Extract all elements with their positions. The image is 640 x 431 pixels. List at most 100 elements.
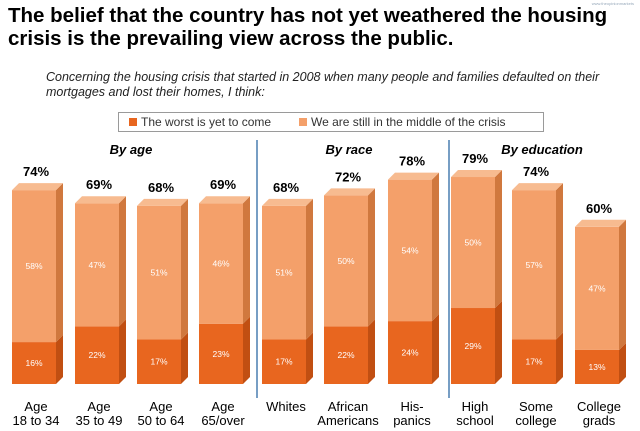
total-label: 69% xyxy=(86,177,112,192)
bar-middle xyxy=(75,203,119,327)
data-label-worst: 17% xyxy=(525,357,542,367)
bar-worst xyxy=(512,339,556,384)
data-label-worst: 22% xyxy=(337,350,354,360)
category-label: High xyxy=(462,399,489,414)
category-label: 35 to 49 xyxy=(76,413,123,428)
bar-side-worst xyxy=(556,332,563,384)
chart-title: The belief that the country has not yet … xyxy=(8,4,608,50)
total-label: 74% xyxy=(523,164,549,179)
bar-middle xyxy=(137,205,181,340)
bar-top xyxy=(75,196,126,204)
bar-top xyxy=(137,198,188,206)
data-label-worst: 22% xyxy=(88,350,105,360)
bar-side-worst xyxy=(432,314,439,384)
data-label-middle: 50% xyxy=(464,238,481,248)
category-label: His- xyxy=(400,399,423,414)
bar-worst xyxy=(199,323,243,384)
bar-top xyxy=(512,183,563,191)
bar-side-middle xyxy=(119,196,126,327)
bar-middle xyxy=(512,190,556,340)
data-label-middle: 47% xyxy=(88,260,105,270)
bar-side-middle xyxy=(181,198,188,340)
category-label: school xyxy=(456,413,494,428)
bar-middle xyxy=(575,226,619,350)
legend-swatch-worst xyxy=(129,118,137,126)
total-label: 79% xyxy=(462,151,488,166)
chart-subtitle: Concerning the housing crisis that start… xyxy=(46,70,600,99)
data-label-middle: 51% xyxy=(275,268,292,278)
bar-side-worst xyxy=(181,332,188,384)
group-label: By education xyxy=(501,142,583,157)
bar-side-worst xyxy=(119,319,126,384)
legend-label-middle: We are still in the middle of the crisis xyxy=(311,115,506,129)
bar-top xyxy=(575,219,626,227)
bar-worst xyxy=(575,349,619,384)
data-label-worst: 17% xyxy=(150,357,167,367)
legend: The worst is yet to come We are still in… xyxy=(118,112,544,132)
bar-side-worst xyxy=(368,319,375,384)
data-label-worst: 17% xyxy=(275,357,292,367)
category-label: College xyxy=(577,399,621,414)
total-label: 60% xyxy=(586,201,612,216)
bar-side-worst xyxy=(495,301,502,384)
total-label: 74% xyxy=(23,164,49,179)
data-label-middle: 57% xyxy=(525,260,542,270)
bar-side-worst xyxy=(243,316,250,384)
total-label: 78% xyxy=(399,154,425,169)
data-label-middle: 47% xyxy=(588,283,605,293)
bar-middle xyxy=(262,205,306,340)
bar-middle xyxy=(451,177,495,309)
bar-worst xyxy=(12,342,56,384)
bar-top xyxy=(12,183,63,191)
data-label-worst: 16% xyxy=(25,358,42,368)
category-label: Americans xyxy=(317,413,379,428)
group-label: By age xyxy=(110,142,153,157)
category-label: African xyxy=(328,399,368,414)
bar-top xyxy=(324,188,375,196)
bar-side-middle xyxy=(619,219,626,350)
total-label: 72% xyxy=(335,169,361,184)
category-label: college xyxy=(515,413,556,428)
bar-side-middle xyxy=(243,196,250,324)
bar-side-middle xyxy=(368,188,375,327)
bar-worst xyxy=(137,339,181,384)
data-label-middle: 51% xyxy=(150,268,167,278)
total-label: 68% xyxy=(148,180,174,195)
bar-top xyxy=(451,170,502,178)
data-label-middle: 54% xyxy=(401,245,418,255)
bar-worst xyxy=(262,339,306,384)
data-label-middle: 46% xyxy=(212,258,229,268)
bar-side-middle xyxy=(432,172,439,322)
bar-side-middle xyxy=(556,183,563,340)
data-label-worst: 13% xyxy=(588,362,605,372)
legend-label-worst: The worst is yet to come xyxy=(141,115,272,129)
bar-middle xyxy=(388,179,432,322)
bar-middle xyxy=(199,203,243,324)
bar-side-worst xyxy=(619,342,626,384)
legend-swatch-middle xyxy=(299,118,307,126)
category-label: Age xyxy=(87,399,110,414)
category-label: Age xyxy=(24,399,47,414)
bar-middle xyxy=(12,190,56,343)
category-label: 50 to 64 xyxy=(138,413,185,428)
category-label: panics xyxy=(393,413,431,428)
bar-worst xyxy=(324,326,368,384)
legend-item-worst: The worst is yet to come xyxy=(129,115,271,129)
data-label-middle: 58% xyxy=(25,261,42,271)
bar-top xyxy=(388,172,439,180)
bar-top xyxy=(199,196,250,204)
group-label: By race xyxy=(326,142,373,157)
bar-side-worst xyxy=(306,332,313,384)
bar-side-middle xyxy=(306,198,313,340)
category-label: grads xyxy=(583,413,616,428)
watermark: www.theopinionmarkets xyxy=(591,1,634,6)
category-label: Age xyxy=(211,399,234,414)
category-label: Some xyxy=(519,399,553,414)
bar-worst xyxy=(451,308,495,384)
category-label: Whites xyxy=(266,399,306,414)
bar-side-middle xyxy=(56,183,63,343)
bar-middle xyxy=(324,195,368,327)
total-label: 68% xyxy=(273,180,299,195)
data-label-worst: 24% xyxy=(401,348,418,358)
